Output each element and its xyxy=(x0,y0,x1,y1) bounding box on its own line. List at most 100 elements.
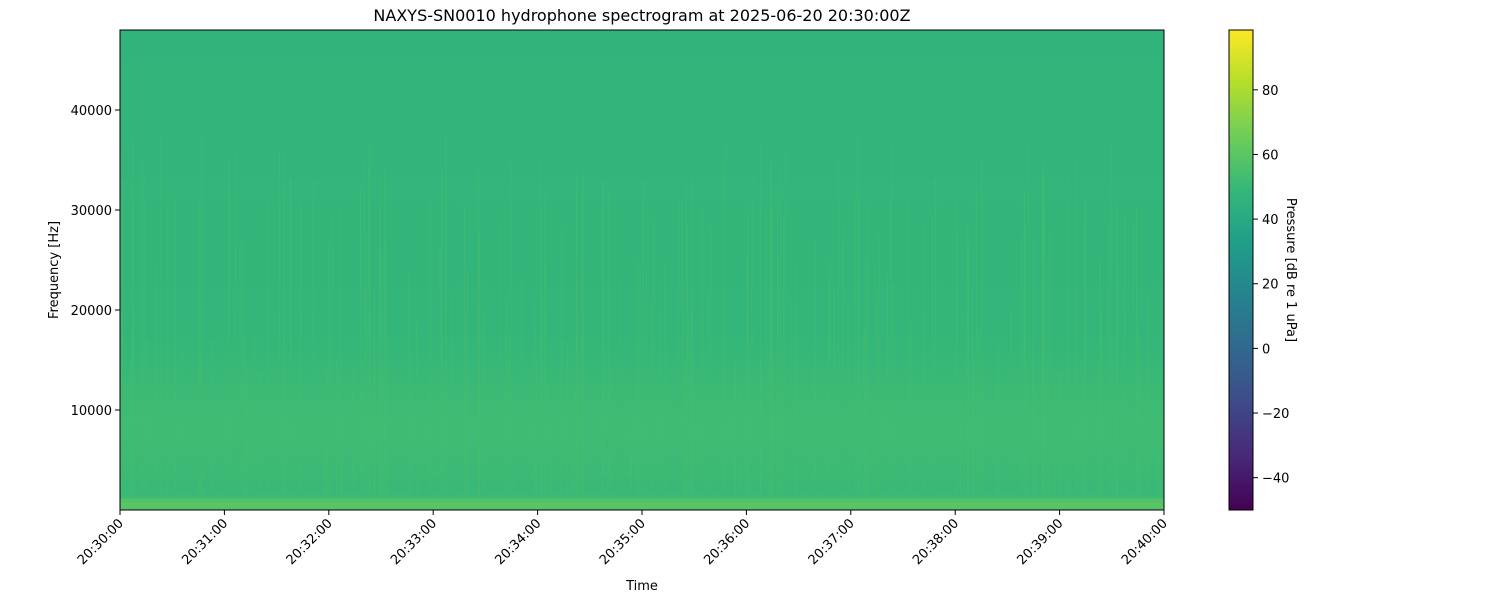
transient-streak xyxy=(1137,322,1139,495)
frequency-band xyxy=(120,30,1164,35)
transient-streak xyxy=(571,415,573,495)
transient-streak xyxy=(857,135,859,495)
frequency-band xyxy=(120,354,1164,359)
transient-streak xyxy=(716,381,718,495)
transient-streak xyxy=(710,226,712,495)
transient-streak xyxy=(477,165,479,495)
transient-streak xyxy=(646,266,648,495)
transient-streak xyxy=(858,192,860,496)
transient-streak xyxy=(561,227,563,495)
transient-streak xyxy=(130,355,132,495)
transient-streak xyxy=(707,292,709,495)
transient-streak xyxy=(651,303,653,495)
transient-streak xyxy=(642,183,644,495)
x-tick-label: 20:32:00 xyxy=(284,516,336,568)
transient-streak xyxy=(658,278,660,495)
frequency-band xyxy=(120,438,1164,443)
frequency-band xyxy=(120,118,1164,123)
transient-streak xyxy=(211,343,213,495)
frequency-band xyxy=(120,90,1164,95)
transient-streak xyxy=(147,340,149,495)
transient-streak xyxy=(120,153,122,496)
transient-streak xyxy=(910,321,912,495)
frequency-band xyxy=(120,170,1164,175)
x-tick-label: 20:37:00 xyxy=(806,516,858,568)
frequency-band xyxy=(120,262,1164,267)
frequency-band xyxy=(120,478,1164,483)
transient-streak xyxy=(155,264,157,495)
transient-streak xyxy=(847,303,849,495)
transient-streak xyxy=(664,261,666,495)
transient-streak xyxy=(360,187,362,495)
transient-streak xyxy=(573,311,575,495)
x-tick-label: 20:31:00 xyxy=(179,516,231,568)
transient-streak xyxy=(586,380,588,495)
frequency-band xyxy=(120,66,1164,71)
transient-streak xyxy=(567,341,569,495)
transient-streak xyxy=(581,198,583,495)
transient-streak xyxy=(352,367,354,495)
frequency-band xyxy=(120,154,1164,159)
transient-streak xyxy=(877,303,879,495)
x-tick-label: 20:33:00 xyxy=(388,516,440,568)
frequency-band xyxy=(120,70,1164,75)
frequency-band xyxy=(120,174,1164,179)
transient-streak xyxy=(608,187,610,495)
transient-streak xyxy=(867,204,869,496)
transient-streak xyxy=(681,204,683,495)
transient-streak xyxy=(797,308,799,495)
transient-streak xyxy=(770,160,772,495)
transient-streak xyxy=(512,402,514,495)
transient-streak xyxy=(809,399,811,495)
transient-streak xyxy=(854,198,856,495)
colorbar-tick-label: 0 xyxy=(1262,342,1270,357)
transient-streak xyxy=(978,328,980,495)
frequency-band xyxy=(120,162,1164,167)
transient-streak xyxy=(814,240,816,495)
transient-streak xyxy=(653,219,655,495)
y-tick-label: 20000 xyxy=(71,304,112,319)
frequency-band xyxy=(120,278,1164,283)
transient-streak xyxy=(582,258,584,495)
transient-streak xyxy=(482,310,484,495)
frequency-band xyxy=(120,418,1164,423)
transient-streak xyxy=(871,383,873,495)
x-tick-label: 20:40:00 xyxy=(1119,516,1171,568)
frequency-band xyxy=(120,494,1164,499)
transient-streak xyxy=(451,292,453,495)
frequency-band xyxy=(120,298,1164,303)
frequency-band xyxy=(120,350,1164,355)
frequency-band xyxy=(120,222,1164,227)
transient-streak xyxy=(893,283,895,495)
x-axis: 20:30:00 20:31:00 20:32:00 20:33:00 20:34:00… xyxy=(75,510,1171,568)
transient-streak xyxy=(1116,200,1118,495)
frequency-band xyxy=(120,186,1164,191)
transient-streak xyxy=(863,332,865,495)
transient-streak xyxy=(160,135,162,495)
transient-streak xyxy=(1157,407,1159,495)
transient-streak xyxy=(1024,192,1026,495)
transient-streak xyxy=(1099,258,1101,495)
frequency-band xyxy=(120,442,1164,447)
colorbar-label: Pressure [dB re 1 uPa] xyxy=(1283,198,1298,342)
frequency-band xyxy=(120,46,1164,51)
frequency-band xyxy=(120,226,1164,231)
transient-streak xyxy=(704,387,706,495)
colorbar-tick-label: −20 xyxy=(1262,407,1289,422)
transient-streak xyxy=(997,396,999,495)
transient-streak xyxy=(1059,373,1061,495)
frequency-band xyxy=(120,454,1164,459)
transient-streak xyxy=(1107,285,1109,495)
transient-streak xyxy=(725,139,727,495)
transient-streak xyxy=(241,242,243,495)
transient-streak xyxy=(985,417,987,495)
transient-streak xyxy=(290,176,292,496)
frequency-band xyxy=(120,246,1164,251)
transient-streak xyxy=(907,194,909,495)
transient-streak xyxy=(743,399,745,495)
transient-streak xyxy=(838,162,840,495)
transient-streak xyxy=(298,406,300,495)
transient-streak xyxy=(534,423,536,495)
transient-streak xyxy=(181,347,183,495)
